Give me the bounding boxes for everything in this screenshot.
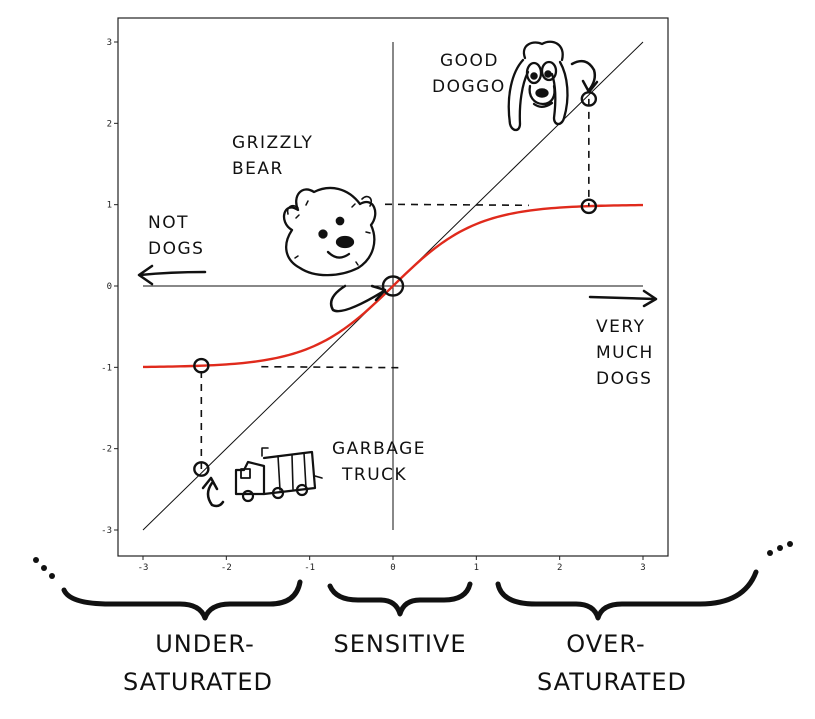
y-tick-label: -3 <box>101 526 112 536</box>
brace-under-saturated <box>61 579 303 621</box>
region-braces <box>61 569 759 621</box>
point-garbage-truck <box>193 461 210 477</box>
region-label-over-line-1: OVER- <box>566 630 645 658</box>
annotation-not-dogs: NOT DOGS <box>148 213 204 259</box>
brace-over-saturated <box>495 569 759 621</box>
very-much-dogs-arrow <box>588 289 658 308</box>
garbage-truck-line-1: GARBAGE <box>332 439 426 459</box>
truck-horizontal-guide <box>261 365 402 369</box>
x-tick-label: 3 <box>640 563 645 573</box>
marked-points <box>193 91 598 477</box>
very-much-dogs-line-2: MUCH <box>596 343 654 363</box>
annotation-garbage-truck: GARBAGE TRUCK <box>332 439 426 485</box>
region-label-sensitive: SENSITIVE <box>334 630 467 658</box>
x-tick-label: -1 <box>304 563 315 573</box>
not-dogs-line-1: NOT <box>148 213 189 233</box>
region-label-under-line-2: SATURATED <box>123 668 273 696</box>
y-tick-label: 2 <box>107 119 112 129</box>
ellipsis-left <box>33 557 55 579</box>
grizzly-bear-icon <box>282 186 377 277</box>
y-tick-label: -2 <box>101 445 112 455</box>
very-much-dogs-line-3: DOGS <box>596 369 652 389</box>
tanh-curve <box>142 203 644 369</box>
y-tick-label: 1 <box>107 201 112 211</box>
garbage-truck-line-2: TRUCK <box>341 465 407 485</box>
guide-lines <box>200 98 590 469</box>
bear-pointer-arrowhead <box>370 284 387 302</box>
truck-pointer-arrowhead <box>201 476 219 491</box>
x-tick-label: 0 <box>390 563 395 573</box>
point-garbage-truck-out <box>193 357 210 374</box>
very-much-dogs-line-1: VERY <box>596 317 645 337</box>
good-doggo-line-2: DOGGO <box>432 77 506 97</box>
good-doggo-icon <box>507 40 569 132</box>
region-label-over-line-2: SATURATED <box>537 668 687 696</box>
y-tick-label: 0 <box>107 282 112 292</box>
not-dogs-line-2: DOGS <box>148 239 204 259</box>
region-label-under-line-1: UNDER- <box>155 630 255 658</box>
annotation-very-much-dogs: VERY MUCH DOGS <box>596 317 654 389</box>
x-tick-label: 2 <box>557 563 562 573</box>
ticks-layer: -3 -2 -1 0 1 2 3 -3 -2 -1 0 1 2 3 <box>101 38 646 573</box>
y-tick-label: -1 <box>101 363 112 373</box>
x-tick-label: -3 <box>138 563 149 573</box>
grizzly-bear-line-1: GRIZZLY <box>232 133 313 153</box>
truck-pointer-arrow <box>206 481 225 508</box>
annotation-good-doggo: GOOD DOGGO <box>432 51 506 97</box>
x-tick-label: 1 <box>474 563 479 573</box>
point-grizzly-bear <box>381 275 405 297</box>
ellipsis-right <box>767 541 793 556</box>
grizzly-bear-line-2: BEAR <box>232 159 284 179</box>
point-good-doggo-out <box>580 198 598 215</box>
good-doggo-line-1: GOOD <box>440 51 499 71</box>
garbage-truck-icon <box>234 447 323 503</box>
annotation-grizzly-bear: GRIZZLY BEAR <box>232 133 313 179</box>
y-tick-label: 3 <box>107 38 112 48</box>
doggo-horizontal-guide <box>384 203 529 207</box>
x-tick-label: -2 <box>221 563 232 573</box>
bear-pointer-arrow <box>329 284 386 313</box>
doggo-pointer-arrowhead <box>581 79 599 94</box>
doggo-pointer-arrow <box>570 59 597 92</box>
brace-sensitive <box>327 581 473 617</box>
not-dogs-arrow <box>137 264 207 286</box>
